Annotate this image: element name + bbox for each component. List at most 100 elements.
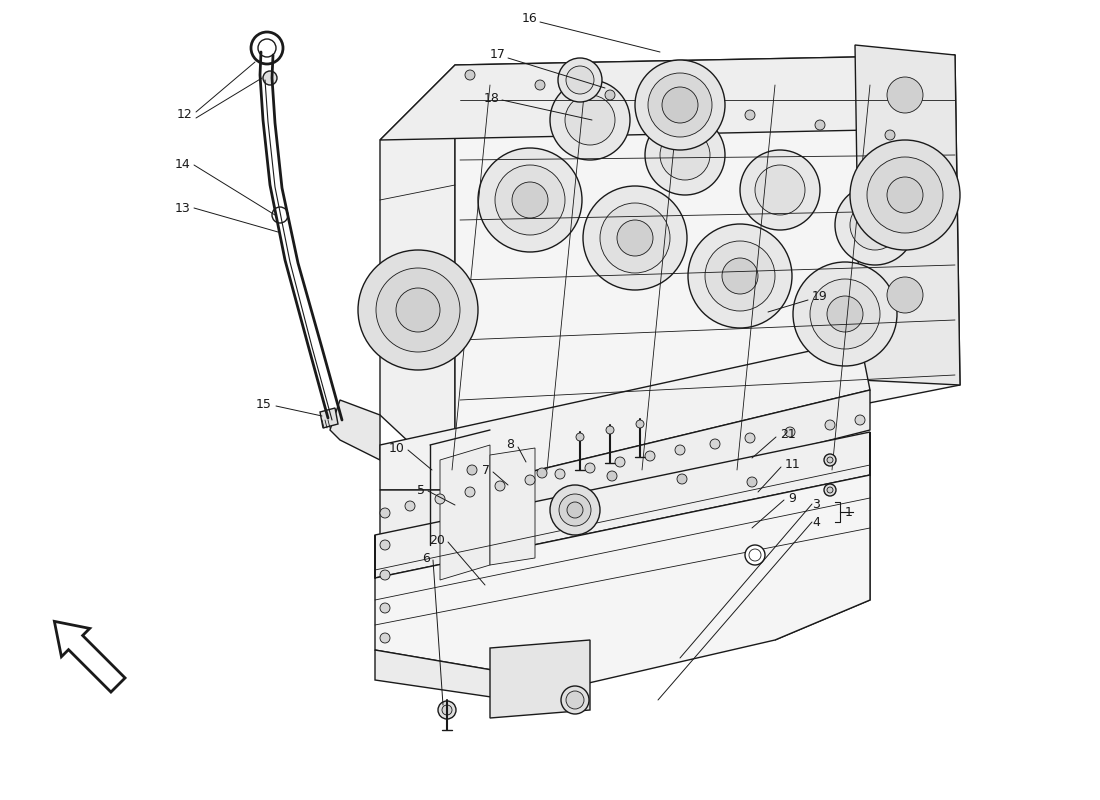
Circle shape bbox=[867, 157, 943, 233]
Circle shape bbox=[465, 70, 475, 80]
Circle shape bbox=[635, 60, 725, 150]
Circle shape bbox=[887, 277, 923, 313]
Circle shape bbox=[722, 258, 758, 294]
Circle shape bbox=[550, 80, 630, 160]
Circle shape bbox=[745, 545, 764, 565]
Circle shape bbox=[887, 177, 923, 213]
Circle shape bbox=[495, 165, 565, 235]
Polygon shape bbox=[379, 55, 955, 140]
Text: 11: 11 bbox=[785, 458, 801, 471]
Circle shape bbox=[576, 433, 584, 441]
Circle shape bbox=[556, 469, 565, 479]
Circle shape bbox=[379, 603, 390, 613]
Circle shape bbox=[747, 477, 757, 487]
Text: 19: 19 bbox=[812, 290, 827, 302]
Circle shape bbox=[710, 439, 720, 449]
Circle shape bbox=[740, 150, 820, 230]
Circle shape bbox=[835, 185, 915, 265]
Circle shape bbox=[745, 433, 755, 443]
Text: 4: 4 bbox=[812, 515, 820, 529]
Circle shape bbox=[824, 454, 836, 466]
Polygon shape bbox=[330, 400, 380, 460]
Text: 1: 1 bbox=[845, 506, 853, 518]
Circle shape bbox=[662, 87, 698, 123]
Circle shape bbox=[376, 268, 460, 352]
Circle shape bbox=[745, 110, 755, 120]
Circle shape bbox=[478, 148, 582, 252]
Text: 13: 13 bbox=[174, 202, 190, 214]
Text: 14: 14 bbox=[174, 158, 190, 171]
Circle shape bbox=[648, 73, 712, 137]
Circle shape bbox=[396, 288, 440, 332]
Circle shape bbox=[537, 468, 547, 478]
Polygon shape bbox=[375, 432, 870, 578]
Text: 15: 15 bbox=[256, 398, 272, 411]
Circle shape bbox=[438, 701, 456, 719]
Text: 16: 16 bbox=[522, 11, 538, 25]
Polygon shape bbox=[490, 448, 535, 565]
Circle shape bbox=[559, 494, 591, 526]
Circle shape bbox=[606, 426, 614, 434]
Polygon shape bbox=[379, 65, 455, 485]
Circle shape bbox=[263, 71, 277, 85]
Text: 18: 18 bbox=[484, 91, 499, 105]
Circle shape bbox=[815, 120, 825, 130]
Circle shape bbox=[379, 540, 390, 550]
Circle shape bbox=[755, 165, 805, 215]
Circle shape bbox=[379, 508, 390, 518]
Polygon shape bbox=[54, 622, 125, 692]
Circle shape bbox=[676, 474, 688, 484]
Circle shape bbox=[434, 494, 446, 504]
Circle shape bbox=[824, 484, 836, 496]
Circle shape bbox=[793, 262, 896, 366]
Text: 9: 9 bbox=[788, 491, 796, 505]
Circle shape bbox=[675, 445, 685, 455]
Circle shape bbox=[583, 186, 688, 290]
Circle shape bbox=[615, 457, 625, 467]
Circle shape bbox=[561, 686, 588, 714]
Circle shape bbox=[825, 420, 835, 430]
Circle shape bbox=[607, 471, 617, 481]
Polygon shape bbox=[375, 475, 870, 685]
Circle shape bbox=[636, 420, 644, 428]
Polygon shape bbox=[320, 408, 338, 428]
Polygon shape bbox=[455, 55, 960, 485]
Polygon shape bbox=[379, 340, 870, 490]
Circle shape bbox=[379, 570, 390, 580]
Circle shape bbox=[566, 691, 584, 709]
Text: 20: 20 bbox=[429, 534, 446, 546]
Circle shape bbox=[605, 90, 615, 100]
Polygon shape bbox=[440, 445, 490, 580]
Polygon shape bbox=[855, 45, 960, 385]
Text: 8: 8 bbox=[506, 438, 514, 451]
Circle shape bbox=[525, 475, 535, 485]
Circle shape bbox=[358, 250, 478, 370]
Circle shape bbox=[827, 296, 864, 332]
Circle shape bbox=[258, 39, 276, 57]
Text: 12: 12 bbox=[176, 109, 192, 122]
Circle shape bbox=[785, 427, 795, 437]
Circle shape bbox=[645, 451, 654, 461]
Circle shape bbox=[565, 95, 615, 145]
Text: 21: 21 bbox=[780, 429, 795, 442]
Circle shape bbox=[535, 80, 544, 90]
Circle shape bbox=[705, 241, 776, 311]
Polygon shape bbox=[379, 390, 870, 535]
Polygon shape bbox=[375, 650, 580, 710]
Circle shape bbox=[850, 140, 960, 250]
Circle shape bbox=[810, 279, 880, 349]
Circle shape bbox=[379, 633, 390, 643]
Circle shape bbox=[886, 130, 895, 140]
Circle shape bbox=[442, 705, 452, 715]
Circle shape bbox=[645, 115, 725, 195]
Polygon shape bbox=[490, 640, 590, 718]
Circle shape bbox=[887, 77, 923, 113]
Circle shape bbox=[405, 501, 415, 511]
Circle shape bbox=[468, 465, 477, 475]
Text: 7: 7 bbox=[482, 463, 490, 477]
Circle shape bbox=[855, 415, 865, 425]
Text: 10: 10 bbox=[389, 442, 405, 454]
Text: 5: 5 bbox=[417, 483, 425, 497]
Circle shape bbox=[827, 457, 833, 463]
Circle shape bbox=[827, 487, 833, 493]
